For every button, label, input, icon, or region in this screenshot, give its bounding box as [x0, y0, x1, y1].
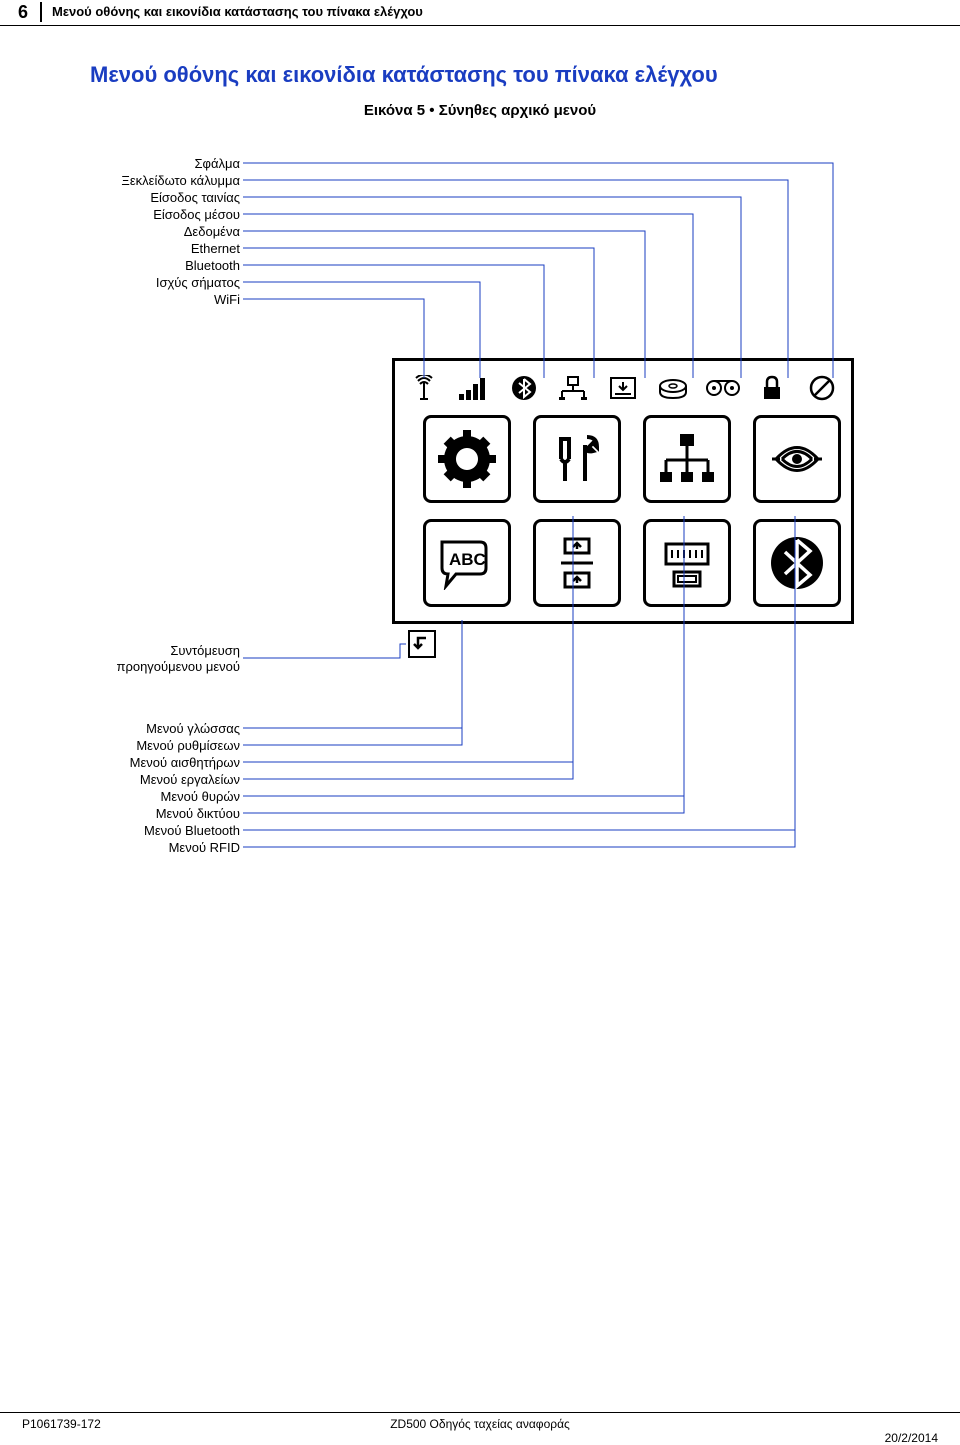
lock-icon: [755, 373, 789, 403]
label-shortcut-1: Συντόμευση: [90, 643, 240, 659]
running-head: Μενού οθόνης και εικονίδια κατάστασης το…: [52, 4, 423, 19]
label-ribbon-in: Είσοδος ταινίας: [110, 189, 240, 206]
footer-center: ZD500 Οδηγός ταχείας αναφοράς: [0, 1417, 960, 1431]
previous-menu-shortcut-icon[interactable]: [408, 630, 436, 658]
ports-menu-icon[interactable]: [643, 519, 731, 607]
label-language-menu: Μενού γλώσσας: [110, 720, 240, 737]
rfid-menu-icon[interactable]: [753, 415, 841, 503]
header-divider: [40, 2, 42, 22]
label-bluetooth-menu: Μενού Bluetooth: [110, 822, 240, 839]
label-ports-menu: Μενού θυρών: [110, 788, 240, 805]
figure-caption: Εικόνα 5 • Σύνηθες αρχικό μενού: [0, 102, 960, 119]
printer-lcd-screen: ABC: [392, 358, 854, 624]
section-title: Μενού οθόνης και εικονίδια κατάστασης το…: [90, 62, 718, 88]
media-icon: [656, 373, 690, 403]
label-shortcut-2: προηγούμενου μενού: [90, 659, 240, 675]
status-icon-labels: Σφάλμα Ξεκλείδωτο κάλυμμα Είσοδος ταινία…: [110, 155, 240, 308]
page-footer: P1061739-172 ZD500 Οδηγός ταχείας αναφορ…: [0, 1412, 960, 1431]
ethernet-status-icon: [556, 373, 590, 403]
label-network-menu: Μενού δικτύου: [110, 805, 240, 822]
wifi-antenna-icon: [407, 373, 441, 403]
bluetooth-menu-icon[interactable]: [753, 519, 841, 607]
label-signal: Ισχύς σήματος: [110, 274, 240, 291]
label-error: Σφάλμα: [110, 155, 240, 172]
page: 6 Μενού οθόνης και εικονίδια κατάστασης …: [0, 0, 960, 1439]
label-tools-menu: Μενού εργαλείων: [110, 771, 240, 788]
footer-right: 20/2/2014: [885, 1431, 938, 1445]
sensors-menu-icon[interactable]: [533, 519, 621, 607]
language-menu-icon[interactable]: ABC: [423, 519, 511, 607]
label-rfid-menu: Μενού RFID: [110, 839, 240, 856]
label-data: Δεδομένα: [110, 223, 240, 240]
error-slash-icon: [805, 373, 839, 403]
main-menu-grid: ABC: [423, 415, 839, 607]
ribbon-icon: [706, 373, 740, 403]
label-settings-menu: Μενού ρυθμίσεων: [110, 737, 240, 754]
label-bluetooth-status: Bluetooth: [110, 257, 240, 274]
tools-menu-icon[interactable]: [533, 415, 621, 503]
signal-bars-icon: [457, 373, 491, 403]
network-menu-icon[interactable]: [643, 415, 731, 503]
label-ethernet: Ethernet: [110, 240, 240, 257]
footer-left: P1061739-172: [22, 1417, 101, 1431]
svg-text:ABC: ABC: [449, 550, 486, 569]
label-sensors-menu: Μενού αισθητήρων: [110, 754, 240, 771]
page-header: 6 Μενού οθόνης και εικονίδια κατάστασης …: [0, 2, 960, 26]
page-number: 6: [18, 2, 38, 23]
menu-labels: Μενού γλώσσας Μενού ρυθμίσεων Μενού αισθ…: [110, 720, 240, 856]
label-cover-unlocked: Ξεκλείδωτο κάλυμμα: [110, 172, 240, 189]
label-wifi: WiFi: [110, 291, 240, 308]
shortcut-label: Συντόμευση προηγούμενου μενού: [90, 643, 240, 675]
data-icon: [606, 373, 640, 403]
settings-menu-icon[interactable]: [423, 415, 511, 503]
status-bar: [407, 371, 839, 405]
label-media-in: Είσοδος μέσου: [110, 206, 240, 223]
bluetooth-status-icon: [507, 373, 541, 403]
